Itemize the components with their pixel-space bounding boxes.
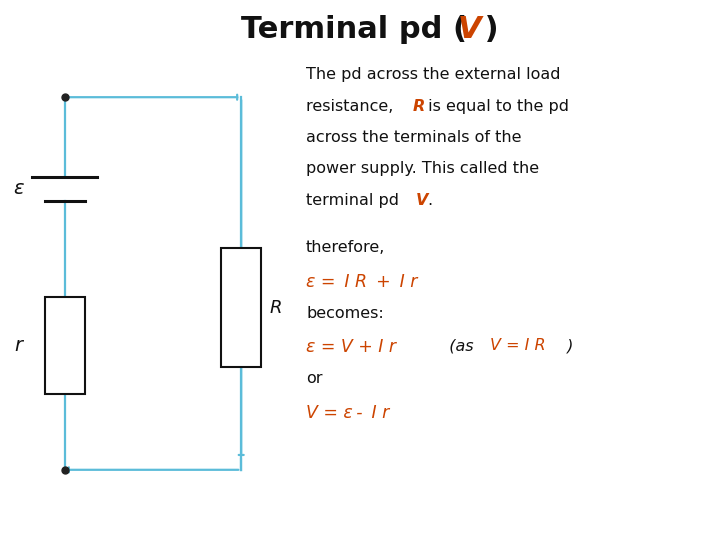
- Text: is equal to the pd: is equal to the pd: [423, 99, 570, 114]
- Text: ): ): [562, 339, 573, 353]
- Text: ε: ε: [13, 179, 23, 199]
- Text: terminal pd: terminal pd: [306, 193, 404, 208]
- Text: R: R: [270, 299, 282, 317]
- Text: therefore,: therefore,: [306, 240, 385, 255]
- Text: V: V: [458, 15, 482, 44]
- Text: The pd across the external load: The pd across the external load: [306, 68, 560, 83]
- Text: V: V: [415, 193, 428, 208]
- Text: ε =  I R  +  I r: ε = I R + I r: [306, 273, 418, 291]
- Text: across the terminals of the: across the terminals of the: [306, 130, 521, 145]
- Text: (as: (as: [446, 339, 477, 353]
- Text: r: r: [14, 336, 22, 355]
- Text: resistance,: resistance,: [306, 99, 398, 114]
- FancyBboxPatch shape: [45, 297, 85, 394]
- Text: R: R: [413, 99, 425, 114]
- Text: V = ε -  I r: V = ε - I r: [306, 404, 390, 422]
- Text: Terminal pd (: Terminal pd (: [241, 15, 467, 44]
- Text: becomes:: becomes:: [306, 306, 384, 321]
- Text: or: or: [306, 372, 323, 386]
- Text: ε = V + I r: ε = V + I r: [306, 339, 396, 356]
- Text: V = I R: V = I R: [490, 339, 545, 353]
- FancyBboxPatch shape: [222, 248, 261, 367]
- Text: power supply. This called the: power supply. This called the: [306, 161, 539, 177]
- Text: ): ): [474, 15, 498, 44]
- Text: .: .: [427, 193, 432, 208]
